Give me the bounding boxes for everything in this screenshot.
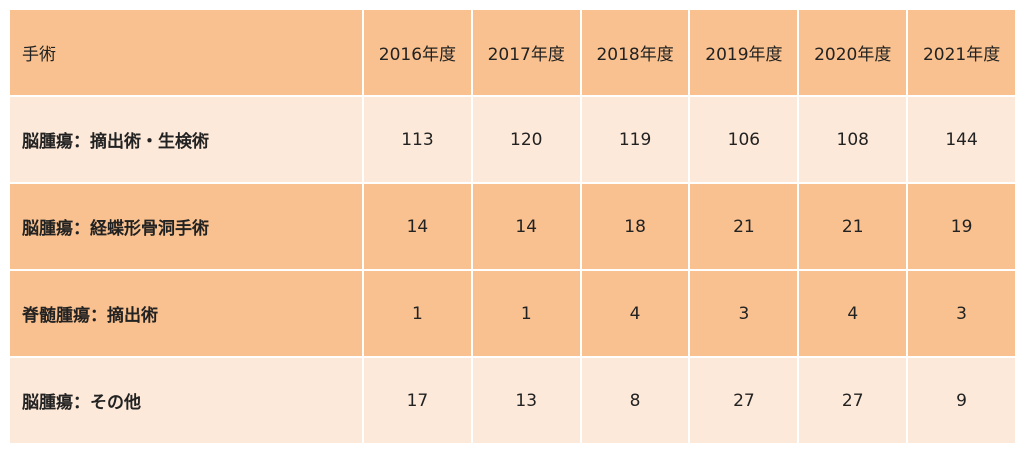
value-cell: 4: [797, 269, 909, 358]
row-label: 脊髄腫瘍：摘出術: [8, 269, 364, 358]
header-cell: 2018年度: [579, 8, 691, 97]
table-row: 脊髄腫瘍：摘出術 1 1 4 3 4 3: [8, 269, 1017, 358]
row-label: 脳腫瘍：摘出術・生検術: [8, 95, 364, 184]
value-cell: 9: [906, 356, 1017, 445]
value-cell: 13: [470, 356, 582, 445]
value-cell: 144: [906, 95, 1017, 184]
header-cell: 2017年度: [470, 8, 582, 97]
value-cell: 120: [470, 95, 582, 184]
row-label: 脳腫瘍：経蝶形骨洞手術: [8, 182, 364, 271]
value-cell: 106: [688, 95, 800, 184]
value-cell: 1: [362, 269, 473, 358]
row-label: 脳腫瘍：その他: [8, 356, 364, 445]
value-cell: 108: [797, 95, 909, 184]
value-cell: 14: [470, 182, 582, 271]
value-cell: 3: [906, 269, 1017, 358]
header-cell: 2020年度: [797, 8, 909, 97]
value-cell: 21: [688, 182, 800, 271]
header-row: 手術 2016年度 2017年度 2018年度 2019年度 2020年度 2021年度: [8, 8, 1017, 97]
value-cell: 27: [688, 356, 800, 445]
header-cell: 2016年度: [362, 8, 473, 97]
value-cell: 4: [579, 269, 691, 358]
value-cell: 21: [797, 182, 909, 271]
value-cell: 119: [579, 95, 691, 184]
header-cell: 手術: [8, 8, 364, 97]
value-cell: 27: [797, 356, 909, 445]
value-cell: 14: [362, 182, 473, 271]
table-row: 脳腫瘍：その他 17 13 8 27 27 9: [8, 356, 1017, 445]
surgery-table: 手術 2016年度 2017年度 2018年度 2019年度 2020年度 2021年度 脳腫…: [8, 8, 1017, 445]
value-cell: 1: [470, 269, 582, 358]
value-cell: 8: [579, 356, 691, 445]
value-cell: 18: [579, 182, 691, 271]
table-row: 脳腫瘍：摘出術・生検術 113 120 119 106 108 144: [8, 95, 1017, 184]
header-cell: 2021年度: [906, 8, 1017, 97]
value-cell: 17: [362, 356, 473, 445]
value-cell: 113: [362, 95, 473, 184]
table-row: 脳腫瘍：経蝶形骨洞手術 14 14 18 21 21 19: [8, 182, 1017, 271]
value-cell: 3: [688, 269, 800, 358]
header-cell: 2019年度: [688, 8, 800, 97]
value-cell: 19: [906, 182, 1017, 271]
